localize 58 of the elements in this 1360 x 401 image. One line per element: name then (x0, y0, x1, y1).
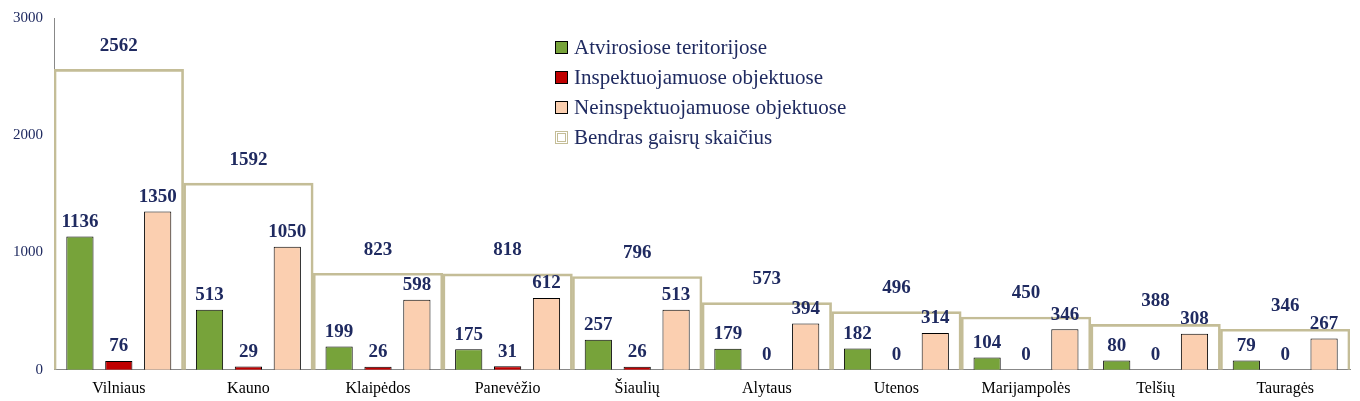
data-label: 31 (498, 339, 518, 361)
y-tick-label: 0 (35, 360, 43, 377)
data-label: 513 (661, 283, 691, 305)
data-label: 0 (891, 343, 902, 365)
data-label: 199 (324, 319, 354, 341)
x-tick-label: Panevėžio (474, 378, 541, 396)
data-label: 2562 (99, 33, 138, 55)
data-label: 513 (195, 283, 224, 305)
data-label: 26 (627, 340, 647, 362)
data-label: 1136 (61, 209, 99, 231)
data-label: 79 (1236, 333, 1256, 355)
data-label: 394 (791, 297, 821, 318)
data-label: 29 (238, 339, 258, 361)
data-label: 823 (363, 237, 393, 259)
y-tick-label: 1000 (13, 243, 43, 260)
data-label: 346 (1050, 302, 1080, 324)
data-label: 1592 (229, 147, 268, 169)
data-label: 450 (1011, 281, 1041, 303)
x-tick-label: Šiaulių (614, 377, 661, 397)
data-label: 612 (532, 271, 561, 293)
data-label: 0 (1150, 343, 1161, 365)
legend-label: Inspektuojamuose objektuose (574, 64, 824, 91)
x-tick-label: Alytaus (741, 378, 792, 397)
data-label: 104 (972, 331, 1002, 353)
x-tick-label: Tauragės (1256, 378, 1314, 397)
x-tick-label: Utenos (873, 378, 920, 396)
data-label: 182 (843, 321, 872, 343)
data-label: 0 (1021, 343, 1031, 365)
data-label: 76 (109, 334, 129, 356)
x-tick-label: Vilniaus (92, 378, 146, 396)
x-tick-label: Klaipėdos (345, 378, 411, 397)
data-label: 80 (1107, 333, 1127, 355)
data-label: 26 (368, 340, 388, 362)
data-label: 496 (882, 276, 911, 298)
data-label: 267 (1309, 311, 1339, 333)
data-label: 346 (1270, 293, 1300, 315)
data-label: 314 (921, 306, 951, 328)
data-label: 818 (493, 238, 522, 260)
y-tick-label: 2000 (13, 126, 43, 143)
data-label: 0 (762, 343, 772, 365)
x-tick-label: Kauno (227, 378, 270, 396)
data-label: 308 (1180, 307, 1209, 329)
data-label: 1350 (138, 184, 177, 206)
data-label: 388 (1141, 288, 1170, 310)
x-tick-label: Marijampolės (981, 378, 1071, 397)
data-label: 175 (454, 322, 483, 344)
data-label: 0 (1280, 343, 1290, 365)
data-label: 573 (752, 267, 782, 289)
y-tick-label: 3000 (13, 8, 43, 25)
x-tick-label: Telšių (1136, 378, 1177, 397)
data-label: 1050 (268, 220, 307, 242)
data-label: 598 (402, 273, 432, 295)
legend-label: Atvirosiose teritorijose (574, 34, 768, 61)
data-label: 796 (622, 240, 652, 262)
data-label: 257 (584, 313, 614, 335)
legend-label: Bendras gaisrų skaičius (574, 124, 773, 151)
legend-label: Neinspektuojamuose objektuose (574, 94, 847, 121)
data-label: 179 (713, 322, 743, 344)
